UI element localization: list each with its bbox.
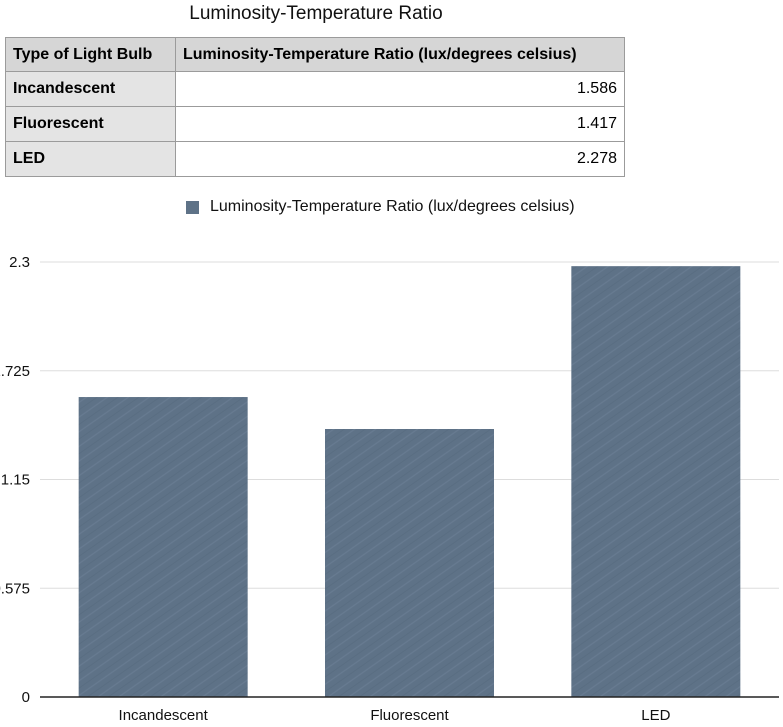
table-row-value: 1.586	[175, 71, 625, 107]
y-tick-label: 0.575	[0, 580, 30, 597]
table-row: LED 2.278	[5, 141, 625, 177]
table-row-label: LED	[5, 141, 176, 177]
legend-swatch	[186, 200, 199, 214]
x-tick-label: Incandescent	[119, 707, 209, 724]
table-row-label: Fluorescent	[5, 106, 176, 142]
chart-legend: Luminosity-Temperature Ratio (lux/degree…	[186, 198, 575, 216]
x-tick-label: Fluorescent	[370, 707, 449, 724]
data-table: Type of Light Bulb Luminosity-Temperatur…	[5, 37, 625, 177]
table-row-label: Incandescent	[5, 71, 176, 107]
legend-label: Luminosity-Temperature Ratio (lux/degree…	[210, 198, 575, 215]
bar-led	[571, 266, 741, 697]
table-header-ratio: Luminosity-Temperature Ratio (lux/degree…	[175, 37, 625, 72]
x-tick-label: LED	[641, 707, 670, 724]
table-row-value: 2.278	[175, 141, 625, 177]
bar-fluorescent	[325, 429, 494, 697]
y-tick-label: 1.725	[0, 363, 30, 380]
y-tick-label: 1.15	[1, 472, 30, 489]
table-row: Incandescent 1.586	[5, 71, 625, 107]
bar-incandescent	[78, 397, 248, 697]
table-header-row: Type of Light Bulb Luminosity-Temperatur…	[5, 37, 625, 72]
chart-title: Luminosity-Temperature Ratio	[189, 3, 443, 24]
y-tick-label: 0	[22, 689, 30, 706]
y-tick-label: 2.3	[9, 254, 30, 271]
